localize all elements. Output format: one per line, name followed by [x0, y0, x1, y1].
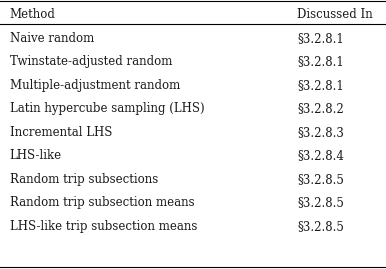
Text: §3.2.8.1: §3.2.8.1	[297, 55, 344, 68]
Text: §3.2.8.5: §3.2.8.5	[297, 220, 344, 233]
Text: LHS-like trip subsection means: LHS-like trip subsection means	[10, 220, 197, 233]
Text: Discussed In: Discussed In	[297, 8, 373, 21]
Text: §3.2.8.2: §3.2.8.2	[297, 102, 344, 115]
Text: Random trip subsections: Random trip subsections	[10, 173, 158, 186]
Text: §3.2.8.1: §3.2.8.1	[297, 32, 344, 45]
Text: §3.2.8.3: §3.2.8.3	[297, 126, 344, 139]
Text: §3.2.8.5: §3.2.8.5	[297, 196, 344, 210]
Text: §3.2.8.5: §3.2.8.5	[297, 173, 344, 186]
Text: Twinstate-adjusted random: Twinstate-adjusted random	[10, 55, 172, 68]
Text: Naive random: Naive random	[10, 32, 94, 45]
Text: LHS-like: LHS-like	[10, 149, 62, 162]
Text: Incremental LHS: Incremental LHS	[10, 126, 112, 139]
Text: §3.2.8.4: §3.2.8.4	[297, 149, 344, 162]
Text: Multiple-adjustment random: Multiple-adjustment random	[10, 79, 180, 92]
Text: Latin hypercube sampling (LHS): Latin hypercube sampling (LHS)	[10, 102, 204, 115]
Text: Random trip subsection means: Random trip subsection means	[10, 196, 194, 210]
Text: §3.2.8.1: §3.2.8.1	[297, 79, 344, 92]
Text: Method: Method	[10, 8, 56, 21]
